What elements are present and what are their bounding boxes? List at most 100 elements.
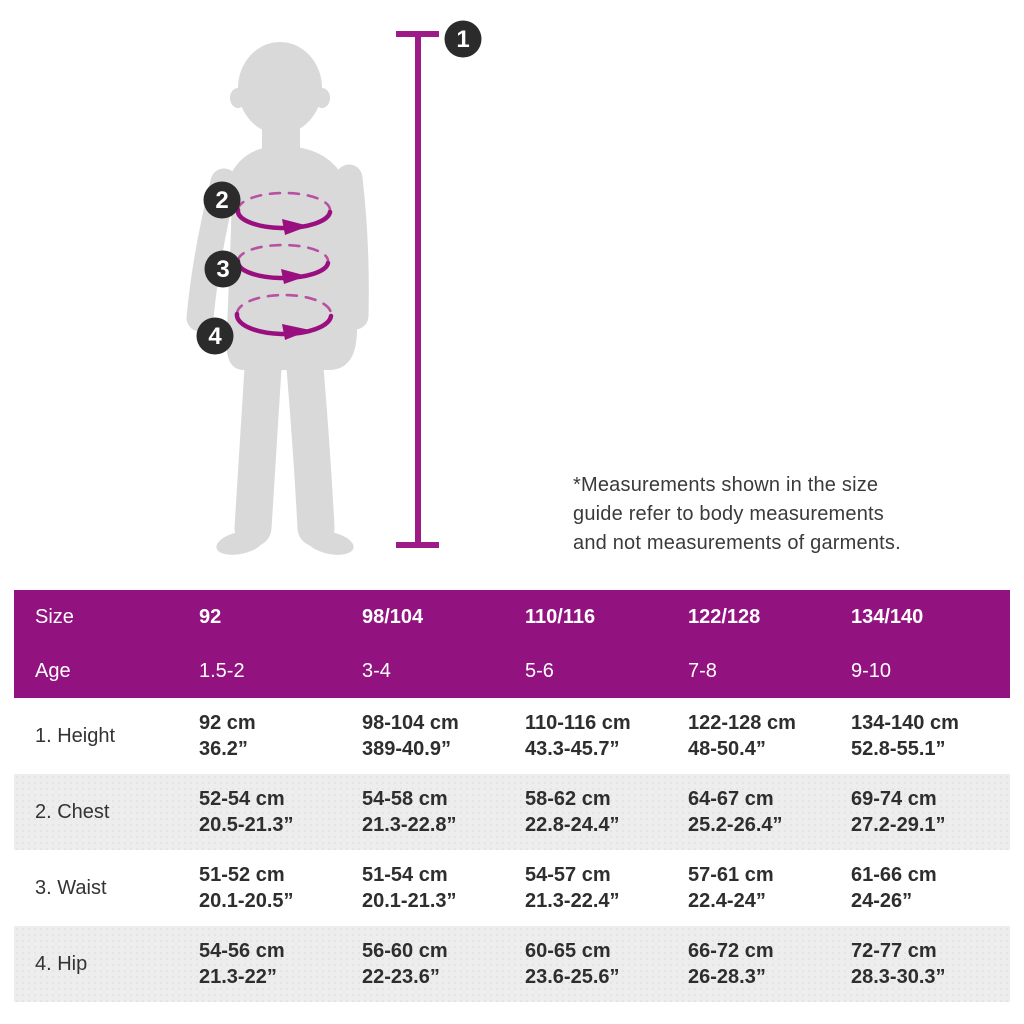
- header-size-value: 110/116: [525, 605, 596, 628]
- measurement-cell: 110-116 cm 43.3-45.7”: [525, 710, 688, 762]
- measurement-cell: 64-67 cm 25.2-26.4”: [688, 786, 851, 838]
- row-label: 4. Hip: [35, 952, 88, 975]
- inch-value: 20.1-21.3”: [362, 890, 457, 912]
- cm-value: 56-60 cm: [362, 940, 448, 962]
- cm-value: 57-61 cm: [688, 864, 774, 886]
- child-silhouette: [186, 42, 369, 555]
- measurement-cell: 134-140 cm 52.8-55.1”: [851, 710, 1010, 762]
- marker-1-badge-icon: [444, 20, 482, 58]
- inch-value: 28.3-30.3”: [851, 966, 946, 988]
- chest-ring-arrowhead: [282, 219, 309, 235]
- cm-value: 54-56 cm: [199, 940, 285, 962]
- inch-value: 43.3-45.7”: [525, 738, 620, 760]
- measurement-cell: 54-57 cm 21.3-22.4”: [525, 862, 688, 914]
- marker-3-number: 3: [216, 256, 229, 283]
- inch-value: 22.4-24”: [688, 890, 766, 912]
- marker-badges: 1 2 3 4: [196, 20, 482, 355]
- silhouette-head: [238, 42, 322, 134]
- inch-value: 36.2”: [199, 738, 248, 760]
- height-line-bottom-cap: [396, 542, 439, 548]
- header-size-row: Size 92 98/104 110/116 122/128 134/140: [14, 590, 1010, 644]
- cm-value: 61-66 cm: [851, 864, 937, 886]
- measurement-cell: 66-72 cm 26-28.3”: [688, 938, 851, 990]
- hip-ring-solid-arc: [234, 311, 334, 337]
- chest-ring-dashed-arc: [236, 191, 332, 212]
- measurement-cell: 51-54 cm 20.1-21.3”: [362, 862, 525, 914]
- marker-2-badge-icon: [203, 181, 241, 219]
- cm-value: 58-62 cm: [525, 788, 611, 810]
- inch-value: 21.3-22”: [199, 966, 277, 988]
- header-age-value: 9-10: [851, 659, 892, 682]
- hip-measure-ring: [234, 293, 334, 340]
- cm-value: 54-58 cm: [362, 788, 448, 810]
- height-measure-line: [396, 31, 439, 548]
- marker-4-number: 4: [208, 323, 222, 350]
- marker-2-number: 2: [215, 187, 228, 214]
- chest-ring-solid-arc: [235, 207, 333, 231]
- cm-value: 122-128 cm: [688, 712, 796, 734]
- cm-value: 98-104 cm: [362, 712, 459, 734]
- marker-3-badge-icon: [204, 250, 242, 288]
- header-size-value: 92: [199, 605, 222, 628]
- table-row-height: 1. Height 92 cm 36.2” 98-104 cm 389-40.9…: [14, 698, 1010, 774]
- inch-value: 23.6-25.6”: [525, 966, 620, 988]
- measurement-figure: 1 2 3 4: [186, 20, 482, 555]
- silhouette-right-leg: [286, 349, 335, 547]
- inch-value: 22.8-24.4”: [525, 814, 620, 836]
- hip-ring-arrowhead: [282, 324, 310, 340]
- inch-value: 24-26”: [851, 890, 913, 912]
- header-age-value: 7-8: [688, 659, 717, 682]
- note-line: *Measurements shown in the size: [573, 474, 879, 496]
- inch-value: 21.3-22.4”: [525, 890, 620, 912]
- header-age-value: 1.5-2: [199, 659, 245, 682]
- chest-measure-ring: [235, 191, 333, 235]
- header-size-value: 98/104: [362, 605, 424, 628]
- cm-value: 134-140 cm: [851, 712, 959, 734]
- inch-value: 20.1-20.5”: [199, 890, 294, 912]
- cm-value: 92 cm: [199, 712, 256, 734]
- hip-ring-dashed-arc: [235, 293, 333, 316]
- table-row-chest: 2. Chest 52-54 cm 20.5-21.3” 54-58 cm 21…: [14, 774, 1010, 850]
- cm-value: 51-52 cm: [199, 864, 285, 886]
- row-label: 2. Chest: [35, 800, 110, 823]
- header-age-value: 5-6: [525, 659, 554, 682]
- cm-value: 60-65 cm: [525, 940, 611, 962]
- cm-value: 52-54 cm: [199, 788, 285, 810]
- inch-value: 52.8-55.1”: [851, 738, 946, 760]
- silhouette-left-foot: [216, 531, 264, 555]
- note-line: and not measurements of garments.: [573, 532, 901, 554]
- header-age-label: Age: [35, 659, 71, 682]
- header-size-value: 122/128: [688, 605, 761, 628]
- inch-value: 21.3-22.8”: [362, 814, 457, 836]
- inch-value: 25.2-26.4”: [688, 814, 783, 836]
- cm-value: 64-67 cm: [688, 788, 774, 810]
- inch-value: 27.2-29.1”: [851, 814, 946, 836]
- silhouette-left-leg: [234, 349, 282, 547]
- measurement-cell: 58-62 cm 22.8-24.4”: [525, 786, 688, 838]
- cm-value: 72-77 cm: [851, 940, 937, 962]
- measurement-cell: 69-74 cm 27.2-29.1”: [851, 786, 1010, 838]
- cm-value: 110-116 cm: [525, 712, 631, 734]
- inch-value: 20.5-21.3”: [199, 814, 294, 836]
- measurement-cell: 52-54 cm 20.5-21.3”: [199, 786, 362, 838]
- silhouette-right-arm: [335, 164, 369, 330]
- cm-value: 69-74 cm: [851, 788, 937, 810]
- cm-value: 51-54 cm: [362, 864, 448, 886]
- measurement-cell: 54-56 cm 21.3-22”: [199, 938, 362, 990]
- header-age-value: 3-4: [362, 659, 391, 682]
- row-label: 3. Waist: [35, 876, 107, 899]
- marker-1-number: 1: [456, 26, 469, 53]
- height-line-bar: [415, 31, 421, 548]
- measurement-cell: 72-77 cm 28.3-30.3”: [851, 938, 1010, 990]
- waist-ring-dashed-arc: [236, 243, 330, 263]
- measurement-cell: 98-104 cm 389-40.9”: [362, 710, 525, 762]
- header-size-value: 134/140: [851, 605, 924, 628]
- measurements-note: *Measurements shown in the size guide re…: [573, 471, 953, 558]
- measurement-cell: 56-60 cm 22-23.6”: [362, 938, 525, 990]
- inch-value: 22-23.6”: [362, 966, 440, 988]
- inch-value: 26-28.3”: [688, 966, 766, 988]
- table-row-hip: 4. Hip 54-56 cm 21.3-22” 56-60 cm 22-23.…: [14, 926, 1010, 1002]
- note-line: guide refer to body measurements: [573, 503, 885, 525]
- waist-ring-arrowhead: [281, 269, 307, 284]
